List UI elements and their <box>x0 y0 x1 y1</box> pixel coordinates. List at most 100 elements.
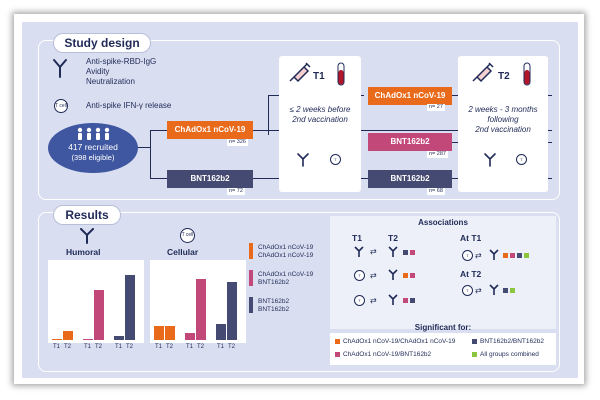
sig-marker <box>403 298 408 303</box>
bar-humoral-1-T1 <box>83 338 93 340</box>
assoc-t2-label: T2 <box>388 233 398 243</box>
sig-marker <box>524 253 529 258</box>
dose2-bnt-bnt-box: BNT162b2 <box>368 170 452 188</box>
connector <box>150 130 151 178</box>
connector-arm1 <box>252 130 552 131</box>
sig-marker <box>510 253 515 258</box>
sig-marker <box>403 250 408 255</box>
significant-legend <box>330 333 556 365</box>
exchange-icon: ⇄ <box>475 251 482 260</box>
sig-swatch-chadox-bnt <box>335 352 340 357</box>
sig-marker <box>410 273 415 278</box>
recruited-count: 417 recruited <box>68 142 118 152</box>
legend-bnt-2: BNT162b2 <box>258 279 290 286</box>
assoc-at-t1-label: At T1 <box>460 233 482 243</box>
assay-neutralization: Neutralization <box>86 77 135 86</box>
t-cell-icon: T <box>354 295 365 306</box>
t-cell-icon: T cell <box>54 99 68 113</box>
study-design-title: Study design <box>53 33 151 53</box>
connector <box>268 95 269 135</box>
dose2-chadox-box: ChAdOx1 nCoV-19 <box>368 87 452 105</box>
arm-chadox-n: n= 326 <box>227 139 248 146</box>
assoc-t1-label: T1 <box>352 233 362 243</box>
legend-swatch-bnt-bnt <box>249 297 253 313</box>
sig-swatch-chadox <box>335 339 340 344</box>
antibody-icon <box>388 294 398 305</box>
dose2-bnt-n: n= 287 <box>427 151 448 158</box>
tick-label: T1 <box>155 344 163 350</box>
sig-marker <box>403 273 408 278</box>
sig-swatch-combined <box>472 352 477 357</box>
legend-chadox-2: ChAdOx1 nCoV-19 <box>258 252 314 259</box>
bar-humoral-0-T2 <box>63 331 73 340</box>
t2-box <box>458 56 548 192</box>
assay-ifn: Anti-spike IFN-γ release <box>86 101 172 110</box>
exchange-icon: ⇄ <box>370 247 377 256</box>
syringe-icon <box>472 62 494 83</box>
sig-swatch-bnt-bnt <box>472 339 477 344</box>
arm-chadox-box: ChAdOx1 nCoV-19 <box>167 121 253 139</box>
t-cell-icon: T <box>462 285 473 296</box>
t2-timing-2: following <box>487 115 519 124</box>
t-cell-icon: T <box>354 270 365 281</box>
tick-label: T1 <box>115 344 123 350</box>
tick-label: T2 <box>126 344 134 350</box>
recruited-ellipse <box>48 123 138 173</box>
exchange-icon: ⇄ <box>370 296 377 305</box>
legend-bnt-bnt-2: BNT162b2 <box>258 306 290 313</box>
associations-title: Associations <box>418 218 468 227</box>
eligible-count: (398 eligible) <box>71 153 115 162</box>
t-cell-icon: T <box>462 250 473 261</box>
dose2-bnt-bnt-n: n= 68 <box>427 188 445 195</box>
antibody-icon <box>489 284 499 295</box>
results-panel <box>38 212 560 372</box>
assay-igg: Anti-spike-RBD-IgG <box>86 57 157 66</box>
bar-cellular-2-T2 <box>227 282 237 340</box>
sig-bnt-bnt-label: BNT162b2/BNT162b2 <box>480 338 544 345</box>
connector <box>138 147 150 148</box>
antibody-icon <box>484 153 496 167</box>
legend-swatch-bnt <box>249 270 253 286</box>
sig-marker <box>410 250 415 255</box>
t-cell-icon: T <box>516 154 527 165</box>
dose2-bnt-box: BNT162b2 <box>368 133 452 151</box>
legend-bnt-1: ChAdOx1 nCoV-19 <box>258 271 314 278</box>
tick-label: T2 <box>166 344 174 350</box>
antibody-icon <box>297 153 309 167</box>
t1-timing-2: 2nd vaccination <box>292 115 348 124</box>
study-design-panel <box>38 40 560 200</box>
tick-label: T2 <box>197 344 205 350</box>
connector <box>150 178 168 179</box>
tick-label: T2 <box>228 344 236 350</box>
antibody-icon <box>388 246 398 257</box>
humoral-label: Humoral <box>66 247 101 257</box>
arm-bnt-box: BNT162b2 <box>167 170 253 188</box>
associations-box <box>330 216 556 329</box>
antibody-icon <box>80 228 94 244</box>
sig-chadox-label: ChAdOx1 nCoV-19/ChAdOx1 nCoV-19 <box>343 338 456 345</box>
bar-cellular-1-T1 <box>185 332 195 340</box>
dose2-chadox-n: n= 27 <box>427 104 445 111</box>
t-cell-icon: T cell <box>180 228 195 243</box>
legend-bnt-bnt-1: BNT162b2 <box>258 298 290 305</box>
tick-label: T1 <box>217 344 225 350</box>
bar-humoral-2-T2 <box>125 275 135 340</box>
blood-tube-icon <box>523 62 531 86</box>
tick-label: T1 <box>186 344 194 350</box>
antibody-icon <box>354 246 364 257</box>
sig-combined-label: All groups combined <box>480 351 539 358</box>
t2-timing-3: 2nd vaccination <box>475 125 531 134</box>
bar-cellular-0-T2 <box>165 325 175 340</box>
sig-marker <box>503 288 508 293</box>
exchange-icon: ⇄ <box>370 271 377 280</box>
syringe-icon <box>289 62 311 83</box>
t2-label: T2 <box>498 71 510 82</box>
sig-marker <box>517 253 522 258</box>
sig-marker <box>510 288 515 293</box>
antibody-icon <box>489 249 499 260</box>
t-cell-icon: T <box>330 154 341 165</box>
bar-humoral-1-T2 <box>94 289 104 340</box>
sig-chadox-bnt-label: ChAdOx1 nCoV-19/BNT162b2 <box>343 351 432 358</box>
t2-timing-1: 2 weeks - 3 months <box>468 105 538 114</box>
tick-label: T2 <box>95 344 103 350</box>
